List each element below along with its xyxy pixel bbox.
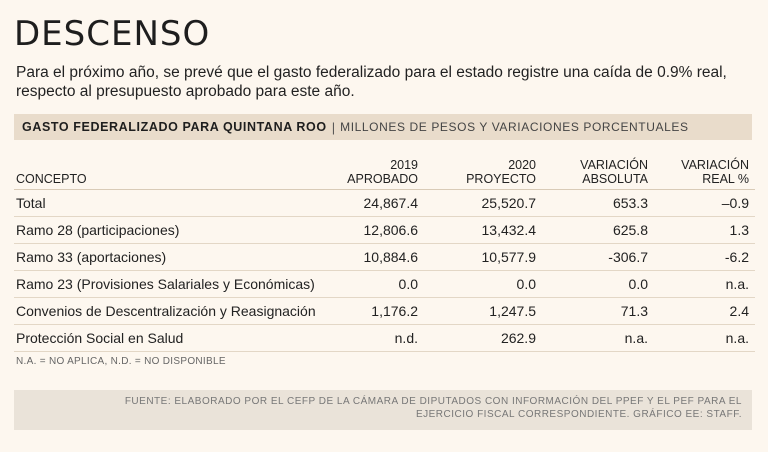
table-cell-concepto: Protección Social en Salud <box>14 324 324 352</box>
table-cell-2020: 262.9 <box>424 324 542 352</box>
source-box: FUENTE: ELABORADO POR EL CEFP DE LA CÁMA… <box>14 390 752 430</box>
table-row: Convenios de Descentralización y Reasign… <box>14 297 755 325</box>
table-header-row: Concepto 2019 Aprobado 2020 Proyecto Var… <box>14 148 755 190</box>
table-row: Ramo 23 (Provisiones Salariales y Económ… <box>14 270 755 298</box>
table-cell-concepto: Convenios de Descentralización y Reasign… <box>14 297 324 325</box>
header-line2: Proyecto <box>466 172 536 186</box>
header-concepto: Concepto <box>14 148 324 190</box>
header-line1: 2019 <box>390 158 418 172</box>
table-cell-2019: 12,806.6 <box>324 216 424 244</box>
table-cell-var-abs: 0.0 <box>542 270 654 298</box>
table-cell-var-real: 2.4 <box>654 297 755 325</box>
table-row: Total 24,867.4 25,520.7 653.3 –0.9 <box>14 189 755 217</box>
table-title-band: GASTO FEDERALIZADO PARA QUINTANA ROO | M… <box>14 114 752 140</box>
table-title: GASTO FEDERALIZADO PARA QUINTANA ROO <box>22 120 327 134</box>
header-line1: 2020 <box>508 158 536 172</box>
header-line2: Aprobado <box>347 172 418 186</box>
table-cell-2019: 24,867.4 <box>324 189 424 217</box>
table-cell-var-real: –0.9 <box>654 189 755 217</box>
table-cell-var-real: -6.2 <box>654 243 755 271</box>
table-row: Protección Social en Salud n.d. 262.9 n.… <box>14 324 755 352</box>
table-cell-var-abs: 653.3 <box>542 189 654 217</box>
header-line2: real % <box>702 172 749 186</box>
page-title: DESCENSO <box>14 14 211 54</box>
table-cell-2019: n.d. <box>324 324 424 352</box>
table-row: Ramo 28 (participaciones) 12,806.6 13,43… <box>14 216 755 244</box>
header-2020-proyecto: 2020 Proyecto <box>424 148 542 190</box>
table-cell-var-abs: -306.7 <box>542 243 654 271</box>
table-units: MILLONES DE PESOS Y VARIACIONES PORCENTU… <box>340 120 689 134</box>
table-cell-var-real: 1.3 <box>654 216 755 244</box>
data-table: Concepto 2019 Aprobado 2020 Proyecto Var… <box>14 148 755 352</box>
table-cell-var-abs: n.a. <box>542 324 654 352</box>
table-cell-2020: 1,247.5 <box>424 297 542 325</box>
table-cell-var-abs: 71.3 <box>542 297 654 325</box>
table-cell-2020: 10,577.9 <box>424 243 542 271</box>
table-row: Ramo 33 (aportaciones) 10,884.6 10,577.9… <box>14 243 755 271</box>
page-subtitle: Para el próximo año, se prevé que el gas… <box>16 64 727 100</box>
table-cell-var-real: n.a. <box>654 324 755 352</box>
table-cell-2019: 0.0 <box>324 270 424 298</box>
table-cell-var-abs: 625.8 <box>542 216 654 244</box>
header-line2: Concepto <box>16 172 87 186</box>
table-cell-2020: 0.0 <box>424 270 542 298</box>
table-cell-concepto: Ramo 33 (aportaciones) <box>14 243 324 271</box>
header-variacion-absoluta: Variación absoluta <box>542 148 654 190</box>
table-cell-concepto: Total <box>14 189 324 217</box>
source-line: FUENTE: ELABORADO POR EL CEFP DE LA CÁMA… <box>124 396 742 407</box>
table-cell-concepto: Ramo 28 (participaciones) <box>14 216 324 244</box>
source-line: EJERCICIO FISCAL CORRESPONDIENTE. GRÁFIC… <box>415 409 742 420</box>
header-line2: absoluta <box>582 172 648 186</box>
table-cell-2020: 13,432.4 <box>424 216 542 244</box>
header-variacion-real: Variación real % <box>654 148 755 190</box>
table-cell-2019: 1,176.2 <box>324 297 424 325</box>
table-cell-concepto: Ramo 23 (Provisiones Salariales y Económ… <box>14 270 324 298</box>
header-line1: Variación <box>681 158 749 172</box>
header-2019-aprobado: 2019 Aprobado <box>324 148 424 190</box>
table-cell-2019: 10,884.6 <box>324 243 424 271</box>
table-cell-var-real: n.a. <box>654 270 755 298</box>
table-footnote: N.A. = NO APLICA, N.D. = NO DISPONIBLE <box>16 356 226 367</box>
table-cell-2020: 25,520.7 <box>424 189 542 217</box>
table-title-separator: | <box>331 119 336 135</box>
header-line1: Variación <box>580 158 648 172</box>
